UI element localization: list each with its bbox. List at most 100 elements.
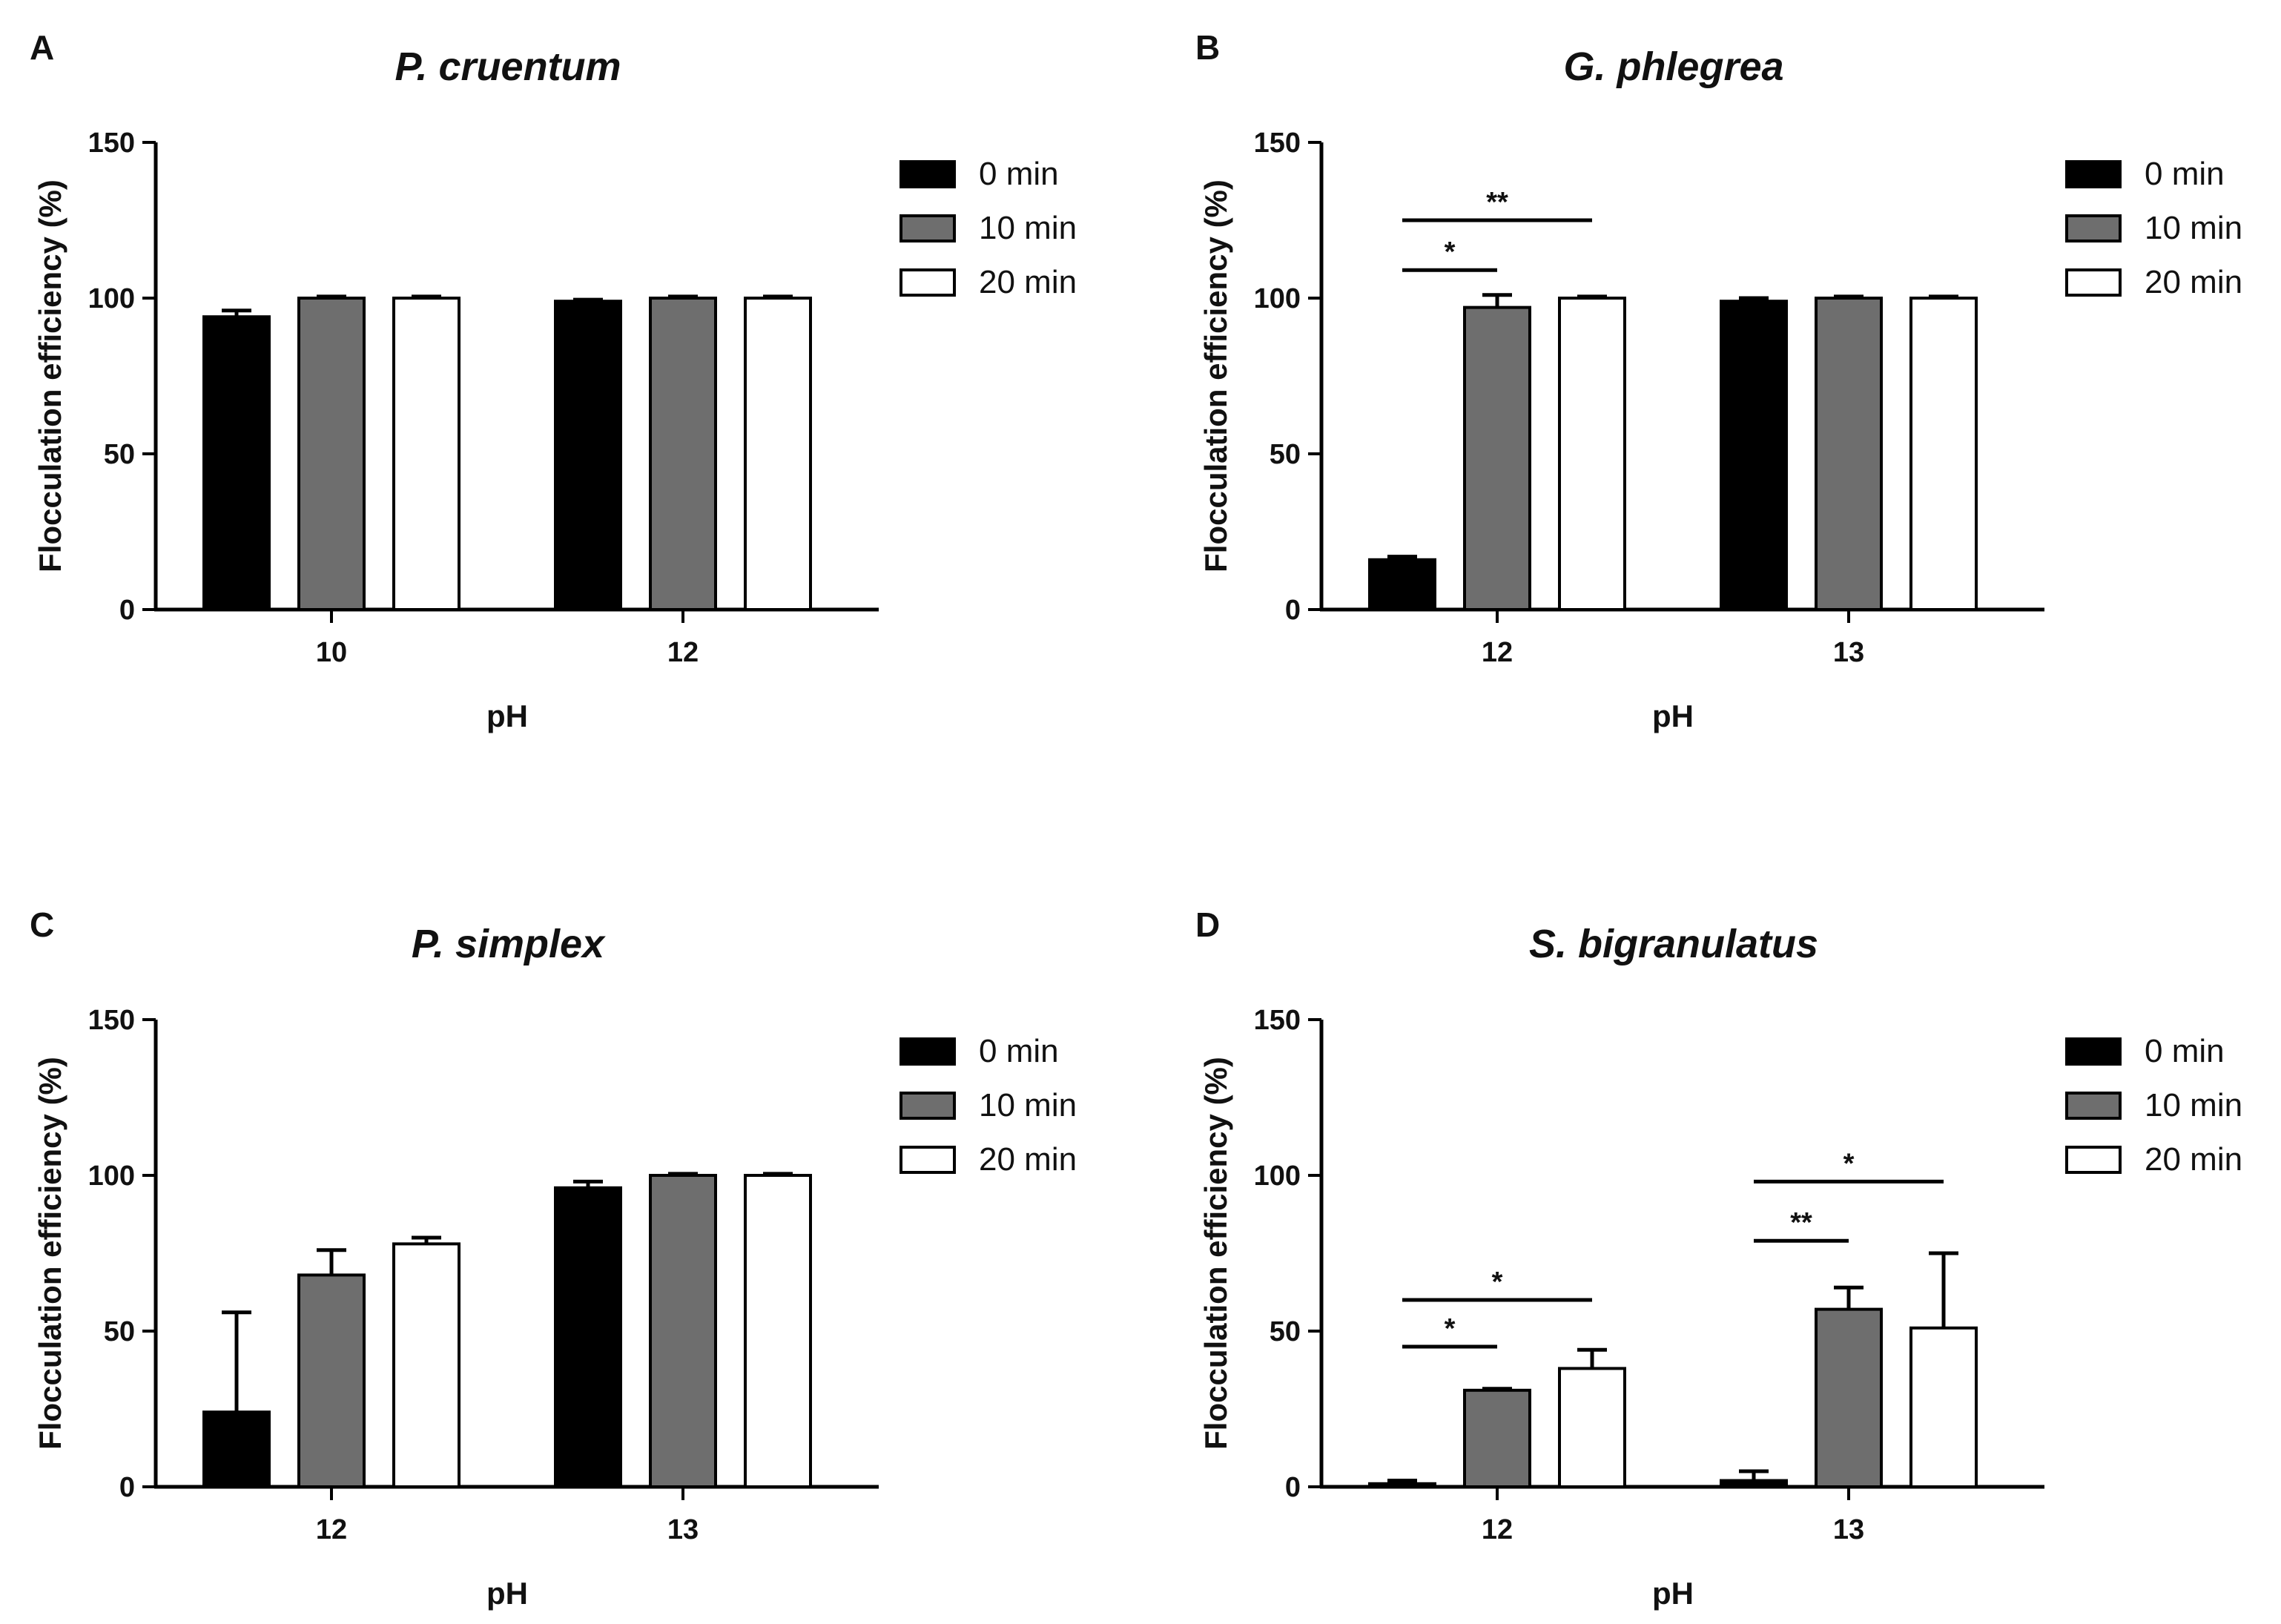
y-tick-label-b-1: 50 <box>1270 439 1301 470</box>
chart-title-c: P. simplex <box>412 922 606 966</box>
legend-label-b-0: 0 min <box>2145 156 2225 192</box>
significance-label-b-0: * <box>1445 237 1456 268</box>
panel-b: B G. phlegrea Flocculation efficiency (%) 0… <box>1195 28 2242 733</box>
legend-b: 0 min 10 min 20 min <box>2065 156 2242 300</box>
legend-a: 0 min 10 min 20 min <box>899 156 1077 300</box>
y-tick-label-d-1: 50 <box>1270 1316 1301 1347</box>
bar-c-1-2 <box>744 1174 812 1488</box>
legend-label-a-2: 20 min <box>979 264 1077 300</box>
y-tick-label-c-3: 150 <box>88 1005 135 1036</box>
bar-d-0-2 <box>1558 1367 1626 1489</box>
legend-swatch-c-2 <box>899 1146 956 1174</box>
bar-d-1-0 <box>1720 1479 1788 1488</box>
bar-b-1-2 <box>1909 297 1978 611</box>
legend-swatch-b-1 <box>2065 214 2122 242</box>
legend-label-c-0: 0 min <box>979 1033 1059 1069</box>
y-tick-label-b-2: 100 <box>1254 283 1301 314</box>
legend-label-a-0: 0 min <box>979 156 1059 192</box>
bar-c-0-1 <box>297 1273 366 1489</box>
legend-label-c-1: 10 min <box>979 1087 1077 1123</box>
y-tick-label-a-2: 100 <box>88 283 135 314</box>
bar-c-0-0 <box>202 1410 271 1489</box>
significance-label-b-1: ** <box>1486 187 1508 218</box>
y-axis-label-b: Flocculation efficiency (%) <box>1198 179 1233 572</box>
bar-c-0-2 <box>392 1242 461 1488</box>
legend-swatch-a-2 <box>899 268 956 297</box>
x-axis-label-d: pH <box>1652 1576 1694 1611</box>
panel-c: C P. simplex Flocculation efficiency (%) 0 5… <box>30 905 1077 1611</box>
chart-title-b: G. phlegrea <box>1563 44 1783 89</box>
legend-label-b-1: 10 min <box>2145 210 2242 246</box>
x-tick-label-c-0: 12 <box>316 1514 347 1545</box>
legend-swatch-d-0 <box>2065 1037 2122 1066</box>
y-axis-label-c: Flocculation efficiency (%) <box>33 1057 67 1450</box>
y-tick-label-a-1: 50 <box>104 439 135 470</box>
y-tick-label-c-2: 100 <box>88 1161 135 1192</box>
x-axis-label-c: pH <box>486 1576 528 1611</box>
y-tick-label-d-3: 150 <box>1254 1005 1301 1036</box>
panel-letter-c: C <box>30 905 54 944</box>
y-tick-label-a-3: 150 <box>88 128 135 159</box>
bar-b-1-1 <box>1815 297 1883 611</box>
y-tick-label-b-3: 150 <box>1254 128 1301 159</box>
panel-letter-a: A <box>30 28 54 67</box>
significance-label-d-2: ** <box>1790 1207 1812 1238</box>
legend-swatch-a-1 <box>899 214 956 242</box>
legend-swatch-c-1 <box>899 1092 956 1120</box>
panel-letter-b: B <box>1195 28 1220 67</box>
legend-label-d-0: 0 min <box>2145 1033 2225 1069</box>
legend-c: 0 min 10 min 20 min <box>899 1033 1077 1178</box>
bar-c-1-1 <box>649 1174 717 1488</box>
y-tick-label-d-2: 100 <box>1254 1161 1301 1192</box>
panel-a: A P. cruentum Flocculation efficiency (%) 0… <box>30 28 1077 733</box>
bar-a-1-2 <box>744 297 812 611</box>
significance-label-d-1: * <box>1492 1267 1503 1298</box>
legend-label-d-2: 20 min <box>2145 1141 2242 1178</box>
legend-swatch-a-0 <box>899 160 956 188</box>
y-tick-label-c-0: 0 <box>119 1472 135 1503</box>
x-tick-label-a-0: 10 <box>316 637 347 668</box>
y-axis-label-d: Flocculation efficiency (%) <box>1198 1057 1233 1450</box>
legend-swatch-c-0 <box>899 1037 956 1066</box>
legend-swatch-b-2 <box>2065 268 2122 297</box>
x-axis-label-b: pH <box>1652 699 1694 733</box>
bar-a-0-2 <box>392 297 461 611</box>
panel-d: D S. bigranulatus Flocculation efficiency … <box>1195 905 2242 1611</box>
y-tick-label-c-1: 50 <box>104 1316 135 1347</box>
bar-b-0-1 <box>1463 306 1531 611</box>
legend-label-c-2: 20 min <box>979 1141 1077 1178</box>
x-tick-label-d-0: 12 <box>1482 1514 1513 1545</box>
bar-d-1-2 <box>1909 1326 1978 1488</box>
legend-swatch-d-1 <box>2065 1092 2122 1120</box>
legend-label-d-1: 10 min <box>2145 1087 2242 1123</box>
bar-c-1-0 <box>554 1186 622 1488</box>
bar-b-0-2 <box>1558 297 1626 611</box>
significance-label-d-0: * <box>1445 1313 1456 1344</box>
bar-b-1-0 <box>1720 300 1788 611</box>
legend-d: 0 min 10 min 20 min <box>2065 1033 2242 1178</box>
bar-a-1-0 <box>554 300 622 611</box>
legend-swatch-b-0 <box>2065 160 2122 188</box>
x-tick-label-d-1: 13 <box>1833 1514 1864 1545</box>
bar-d-0-1 <box>1463 1388 1531 1488</box>
panel-letter-d: D <box>1195 905 1220 944</box>
y-tick-label-d-0: 0 <box>1285 1472 1301 1503</box>
legend-label-b-2: 20 min <box>2145 264 2242 300</box>
x-tick-label-b-1: 13 <box>1833 637 1864 668</box>
y-axis-label-a: Flocculation efficiency (%) <box>33 179 67 572</box>
bar-a-1-1 <box>649 297 717 611</box>
x-axis-label-a: pH <box>486 699 528 733</box>
y-tick-label-a-0: 0 <box>119 595 135 626</box>
legend-swatch-d-2 <box>2065 1146 2122 1174</box>
bar-d-0-0 <box>1368 1482 1436 1488</box>
bar-b-0-0 <box>1368 558 1436 611</box>
significance-label-d-3: * <box>1843 1148 1855 1179</box>
legend-label-a-1: 10 min <box>979 210 1077 246</box>
bar-d-1-1 <box>1815 1307 1883 1488</box>
bar-a-0-0 <box>202 315 271 611</box>
chart-title-d: S. bigranulatus <box>1529 922 1818 966</box>
y-tick-label-b-0: 0 <box>1285 595 1301 626</box>
x-tick-label-c-1: 13 <box>667 1514 699 1545</box>
chart-title-a: P. cruentum <box>395 44 621 89</box>
